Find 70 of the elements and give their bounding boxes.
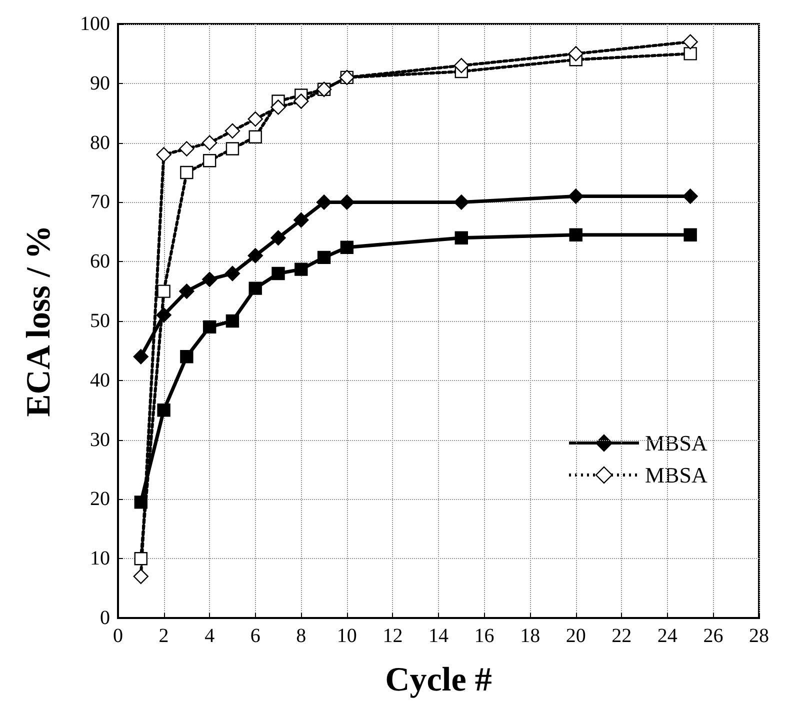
x-axis-title: Cycle # bbox=[385, 662, 492, 698]
point bbox=[454, 194, 469, 210]
point bbox=[316, 194, 332, 210]
y-tick-label: 50 bbox=[90, 310, 110, 332]
point bbox=[270, 230, 286, 246]
x-tick-label: 18 bbox=[520, 625, 540, 647]
x-tick-label: 6 bbox=[250, 625, 260, 647]
point bbox=[224, 123, 240, 139]
point bbox=[179, 141, 194, 156]
point bbox=[454, 58, 469, 74]
x-tick-label: 8 bbox=[296, 625, 306, 647]
point bbox=[248, 282, 262, 295]
point bbox=[133, 349, 148, 364]
y-tick-label: 80 bbox=[90, 132, 110, 154]
x-tick-label: 2 bbox=[158, 625, 169, 647]
y-tick-label: 10 bbox=[90, 548, 110, 570]
x-tick-label: 12 bbox=[382, 625, 403, 647]
y-tick-label: 40 bbox=[90, 369, 110, 392]
point bbox=[294, 212, 309, 228]
point bbox=[317, 250, 331, 264]
y-tick-label: 30 bbox=[90, 428, 110, 451]
point bbox=[202, 272, 218, 288]
point bbox=[180, 166, 194, 180]
point bbox=[180, 350, 194, 364]
point bbox=[684, 47, 697, 60]
x-tick-label: 24 bbox=[657, 625, 678, 647]
point bbox=[248, 111, 263, 127]
y-tick-label: 90 bbox=[90, 72, 110, 94]
legend-label: MBSA bbox=[645, 462, 708, 488]
point bbox=[272, 266, 285, 280]
point bbox=[568, 46, 584, 62]
x-tick-label: 26 bbox=[703, 625, 724, 647]
point bbox=[340, 240, 354, 254]
x-tick-label: 22 bbox=[612, 625, 632, 647]
point bbox=[133, 568, 148, 584]
y-tick-label: 60 bbox=[90, 250, 110, 273]
point bbox=[682, 34, 698, 50]
point bbox=[157, 284, 170, 298]
x-tick-label: 14 bbox=[428, 625, 448, 647]
point bbox=[294, 262, 308, 276]
point bbox=[682, 188, 698, 204]
point bbox=[568, 188, 584, 204]
point bbox=[202, 135, 218, 150]
point bbox=[157, 404, 170, 417]
point bbox=[684, 228, 697, 242]
point bbox=[202, 154, 216, 168]
y-tick-label: 70 bbox=[90, 191, 110, 214]
point bbox=[202, 320, 216, 334]
point bbox=[224, 266, 240, 282]
point bbox=[179, 284, 194, 299]
point bbox=[270, 100, 286, 115]
x-tick-label: 20 bbox=[566, 625, 586, 647]
x-tick-label: 16 bbox=[474, 625, 494, 647]
x-tick-label: 10 bbox=[336, 625, 357, 647]
point bbox=[294, 94, 309, 109]
point bbox=[248, 248, 263, 264]
point bbox=[248, 130, 262, 144]
point bbox=[134, 552, 148, 566]
point bbox=[569, 228, 582, 242]
x-tick-label: 4 bbox=[204, 625, 215, 647]
y-tick-label: 0 bbox=[100, 607, 110, 629]
y-axis-title: ECA loss / % bbox=[20, 225, 58, 417]
point bbox=[454, 231, 468, 244]
y-tick-label: 20 bbox=[90, 488, 110, 510]
point bbox=[226, 314, 240, 328]
x-tick-label: 28 bbox=[749, 625, 769, 647]
point bbox=[226, 142, 240, 156]
point bbox=[339, 194, 355, 210]
point bbox=[156, 147, 172, 162]
y-tick-label: 100 bbox=[80, 13, 110, 35]
